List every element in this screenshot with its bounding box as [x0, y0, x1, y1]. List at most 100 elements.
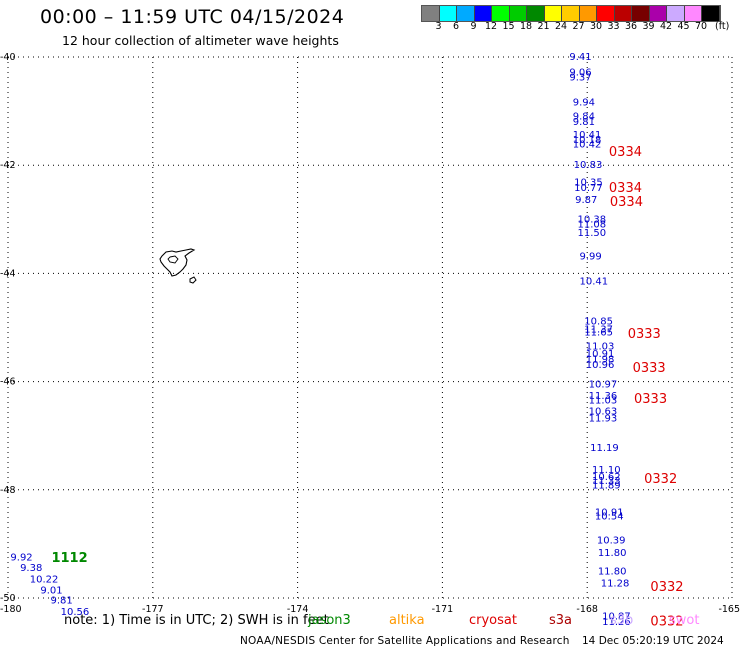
wave-height-value: 9.06	[569, 68, 591, 79]
pass-time-label: 0333	[634, 392, 667, 407]
colorbar-swatch	[457, 6, 475, 21]
colorbar-swatch	[509, 6, 527, 21]
colorbar-tick-label: 33	[607, 21, 620, 32]
colorbar-swatch	[632, 6, 650, 21]
colorbar-tick-label: 39	[642, 21, 655, 32]
legend-mission-cryosat: cryosat	[469, 613, 517, 628]
wave-height-value: 10.18	[573, 135, 602, 146]
latitude-tick-label: -46	[0, 377, 16, 388]
colorbar-swatch	[544, 6, 562, 21]
wave-height-value: 11.36	[589, 391, 618, 402]
wave-height-value: 11.10	[592, 465, 621, 476]
island-outline	[159, 248, 197, 284]
wave-height-value: 10.39	[597, 536, 626, 547]
wave-height-value: 10.42	[573, 140, 602, 151]
colorbar-tick-label: 21	[537, 21, 550, 32]
latitude-tick-label: -44	[0, 268, 16, 279]
map-grid	[7, 56, 733, 599]
latitude-tick-label: -42	[0, 160, 16, 171]
legend-note: note: 1) Time is in UTC; 2) SWH is in fe…	[64, 613, 329, 628]
latitude-tick-label: -40	[0, 52, 16, 63]
wave-height-value: 9.38	[20, 563, 42, 574]
colorbar-tick-label: 27	[572, 21, 585, 32]
wave-height-value: 9.92	[10, 552, 32, 563]
wave-height-value: 9.01	[40, 585, 62, 596]
wave-height-value: 10.77	[574, 183, 603, 194]
wave-height-observations: 9.419.069.379.949.849.8110.4110.1810.421…	[10, 52, 630, 628]
pass-time-label: 0334	[610, 195, 643, 210]
latitude-tick-label: -48	[0, 485, 16, 496]
wave-height-value: 11.80	[598, 548, 627, 559]
wave-height-value: 10.41	[579, 277, 608, 288]
pass-time-label: 0332	[650, 580, 683, 595]
page-title: 00:00 – 11:59 UTC 04/15/2024	[40, 6, 345, 28]
wave-height-value: 9.87	[575, 195, 597, 206]
wave-height-value: 11.98	[586, 354, 615, 365]
longitude-tick-label: -165	[718, 604, 740, 615]
wave-height-value: 10.54	[595, 511, 624, 522]
wave-height-value: 9.37	[569, 73, 591, 84]
legend-mission-s3a: s3a	[549, 613, 573, 628]
colorbar-swatch	[579, 6, 597, 21]
legend-mission-jason3: jason3	[308, 613, 351, 628]
wave-height-value: 9.99	[579, 252, 601, 263]
colorbar-tick-label: 12	[484, 21, 498, 32]
colorbar-tick-label: 70	[694, 21, 708, 32]
wave-height-value: 11.89	[592, 480, 621, 491]
colorbar-tick-label: 45	[677, 21, 690, 32]
pass-time-label: 1112	[51, 551, 87, 566]
wave-height-value: 10.63	[589, 406, 618, 417]
colorbar-tick-label: 9	[470, 21, 477, 32]
wave-height-value: 9.94	[573, 97, 595, 108]
footer-timestamp: 14 Dec 05:20:19 UTC 2024	[582, 635, 724, 647]
wave-height-value: 10.22	[30, 575, 59, 586]
pass-time-label: 0333	[633, 361, 666, 376]
wave-height-value: 9.81	[50, 596, 72, 607]
wave-height-value: 9.81	[573, 117, 595, 128]
wave-height-value: 11.80	[598, 566, 627, 577]
footer-credit: NOAA/NESDIS Center for Satellite Applica…	[240, 635, 570, 647]
legend-mission-s3b: s3b	[610, 613, 634, 628]
pass-time-label: 0334	[609, 181, 642, 196]
wave-height-value: 11.08	[578, 220, 607, 231]
wave-height-value: 11.03	[586, 341, 615, 352]
colorbar-swatch	[614, 6, 632, 21]
wave-height-value: 11.03	[589, 396, 618, 407]
pass-time-label: 0332	[644, 472, 677, 487]
wave-height-value: 11.93	[589, 413, 618, 424]
colorbar-tick-label: 30	[589, 21, 603, 32]
legend-mission-altika: altika	[389, 613, 425, 628]
wave-height-value: 10.41	[573, 130, 602, 141]
chatham-island-shape	[159, 248, 196, 277]
pass-time-label: 0334	[609, 145, 642, 160]
colorbar-swatch	[667, 6, 685, 21]
legend-mission-swot: swot	[669, 613, 700, 628]
colorbar-swatch	[684, 6, 702, 21]
wave-height-value: 10.35	[574, 178, 603, 189]
colorbar-swatch	[649, 6, 667, 21]
wave-height-value: 10.85	[584, 317, 613, 328]
wave-height-value: 10.38	[578, 214, 607, 225]
wave-height-value: 11.19	[590, 443, 619, 454]
colorbar-swatch	[562, 6, 580, 21]
colorbar-unit: (ft)	[715, 21, 730, 32]
colorbar-swatch	[527, 6, 545, 21]
pass-time-label: 0333	[628, 327, 661, 342]
colorbar-tick-label: 15	[502, 21, 515, 32]
longitude-tick-label: -171	[432, 604, 454, 615]
longitude-tick-label: -168	[576, 604, 598, 615]
wave-height-value: 10.62	[592, 472, 621, 483]
colorbar-swatch	[422, 6, 440, 21]
wave-height-value: 11.33	[592, 476, 621, 487]
wave-height-value: 10.83	[574, 160, 603, 171]
colorbar-tick-label: 3	[435, 21, 442, 32]
chatham-lagoon-shape	[167, 255, 179, 264]
colorbar-tick-label: 24	[554, 21, 568, 32]
colorbar-tick-label: 6	[452, 21, 460, 32]
colorbar-labels: 3 6 9 12 15 18 21 24 27 30 33 36 39 42 45 70	[421, 21, 740, 33]
wave-height-value: 10.91	[586, 349, 615, 360]
wave-height-value: 11.50	[578, 228, 607, 239]
colorbar-swatch	[474, 6, 492, 21]
